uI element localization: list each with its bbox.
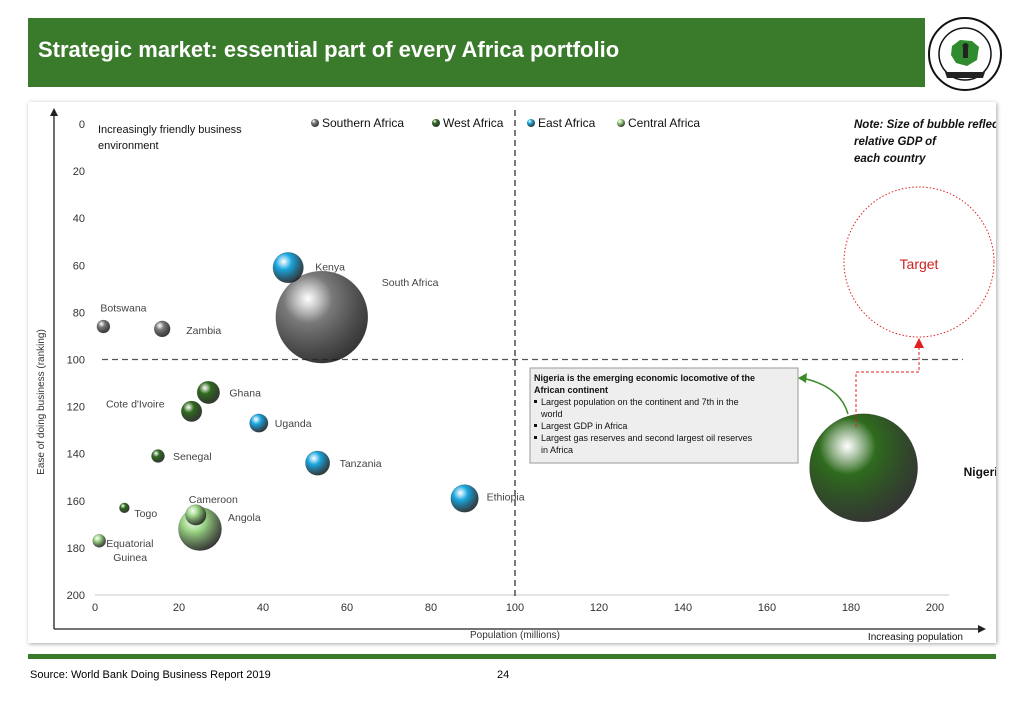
callout-arrow xyxy=(801,377,849,415)
x-tick-label: 20 xyxy=(173,602,185,614)
callout-bullet: Largest gas reserves and second largest … xyxy=(541,433,753,443)
bubble-label-equatorial-guinea: Equatorial xyxy=(106,538,153,550)
bubble-uganda xyxy=(249,413,269,433)
title-bar: Strategic market: essential part of ever… xyxy=(28,18,925,87)
y-tick-label: 40 xyxy=(73,213,85,225)
bubble-equatorial-guinea xyxy=(92,534,107,548)
x-tick-label: 0 xyxy=(92,602,98,614)
y-tick-label: 100 xyxy=(67,355,85,367)
bubble-senegal xyxy=(151,449,165,463)
bubble-ethiopia xyxy=(450,484,479,513)
y-tick-label: 20 xyxy=(73,166,85,178)
footer-bar xyxy=(28,654,996,659)
x-tick-label: 40 xyxy=(257,602,269,614)
y-tick-label: 0 xyxy=(79,119,85,131)
bubble-ghana xyxy=(196,380,220,405)
bubble-togo xyxy=(119,502,130,514)
y-tick-label: 60 xyxy=(73,260,85,272)
legend-label-west-africa: West Africa xyxy=(443,116,504,130)
bubble-label-botswana: Botswana xyxy=(100,303,146,315)
callout-box xyxy=(529,367,799,464)
bubble-label-equatorial-guinea: Guinea xyxy=(113,552,147,564)
bubble-botswana xyxy=(96,319,111,334)
bubble-label-tanzania: Tanzania xyxy=(340,458,382,470)
bubble-cote-d-ivoire xyxy=(181,400,203,422)
callout-title: African continent xyxy=(534,385,608,395)
x-axis-arrow xyxy=(978,625,986,633)
legend-marker-southern-africa xyxy=(311,119,319,127)
callout-bullet-marker xyxy=(534,436,537,439)
callout-bullet-marker xyxy=(534,400,537,403)
annotation-bottom-right: Increasing population xyxy=(868,632,963,643)
bubble-south-africa xyxy=(275,270,369,364)
y-axis-title: Ease of doing business (ranking) xyxy=(36,329,47,475)
bubble-label-nigeria: Nigeria xyxy=(964,465,996,479)
x-tick-label: 100 xyxy=(506,602,524,614)
legend-marker-west-africa xyxy=(432,119,440,127)
bubble-label-angola: Angola xyxy=(228,512,261,524)
bubble-label-cote-d-ivoire: Cote d'Ivoire xyxy=(106,398,165,410)
legend-label-southern-africa: Southern Africa xyxy=(322,116,404,130)
callout-bullet: Largest population on the continent and … xyxy=(541,397,739,407)
bubble-label-togo: Togo xyxy=(134,508,157,520)
y-tick-label: 80 xyxy=(73,307,85,319)
bubble-label-cameroon: Cameroon xyxy=(189,494,238,506)
x-tick-label: 200 xyxy=(926,602,944,614)
legend-label-east-africa: East Africa xyxy=(538,116,596,130)
callout-arrowhead xyxy=(798,373,807,383)
bubble-nigeria xyxy=(809,413,918,523)
callout-title: Nigeria is the emerging economic locomot… xyxy=(534,373,755,383)
x-tick-label: 140 xyxy=(674,602,692,614)
bubble-label-kenya: Kenya xyxy=(315,262,345,274)
bubble-label-senegal: Senegal xyxy=(173,451,212,463)
bubble-label-uganda: Uganda xyxy=(275,418,312,430)
bubble-zambia xyxy=(153,320,171,338)
y-axis-arrow xyxy=(50,108,58,116)
bubble-label-zambia: Zambia xyxy=(186,325,221,337)
bubble-tanzania xyxy=(305,450,331,476)
chart-panel: 0 20 40 60 80 100 120 140 160 180 200 0 20 40 60 80 100 1… xyxy=(28,102,996,643)
legend-marker-central-africa xyxy=(617,119,625,127)
x-axis-title: Population (millions) xyxy=(470,630,560,641)
nipc-logo xyxy=(928,17,1002,91)
y-tick-label: 200 xyxy=(67,590,85,602)
bubble-cameroon xyxy=(185,504,207,526)
bubble-chart: 0 20 40 60 80 100 120 140 160 180 200 0 20 40 60 80 100 1… xyxy=(36,108,996,643)
bubble-label-south-africa: South Africa xyxy=(382,277,439,289)
legend-label-central-africa: Central Africa xyxy=(628,116,700,130)
bubble-label-ghana: Ghana xyxy=(229,387,261,399)
annotation-top-left: environment xyxy=(98,140,159,152)
x-tick-label: 60 xyxy=(341,602,353,614)
x-tick-label: 180 xyxy=(842,602,860,614)
x-tick-label: 120 xyxy=(590,602,608,614)
bubble-label-ethiopia: Ethiopia xyxy=(487,491,525,503)
target-label: Target xyxy=(900,256,939,272)
callout-bullet-marker xyxy=(534,424,537,427)
target-circle xyxy=(843,186,995,338)
x-tick-label: 160 xyxy=(758,602,776,614)
annotation-top-left: Increasingly friendly business xyxy=(98,124,242,136)
callout-bullet: in Africa xyxy=(541,445,573,455)
y-tick-label: 120 xyxy=(67,402,85,414)
page-number: 24 xyxy=(497,669,510,681)
callout-bullet: Largest GDP in Africa xyxy=(541,421,627,431)
y-tick-label: 180 xyxy=(67,543,85,555)
source-note: Source: World Bank Doing Business Report… xyxy=(30,669,271,681)
target-path xyxy=(855,346,920,427)
y-tick-label: 140 xyxy=(67,449,85,461)
note-text: relative GDP of xyxy=(854,136,937,148)
y-tick-label: 160 xyxy=(67,496,85,508)
page-title: Strategic market: essential part of ever… xyxy=(38,37,620,62)
target-arrowhead xyxy=(914,338,924,348)
x-tick-label: 80 xyxy=(425,602,437,614)
note-text: each country xyxy=(854,153,926,165)
legend-marker-east-africa xyxy=(527,119,535,127)
note-text: Note: Size of bubble reflects xyxy=(854,119,996,131)
bubble-kenya xyxy=(272,252,304,284)
callout-bullet: world xyxy=(540,409,563,419)
